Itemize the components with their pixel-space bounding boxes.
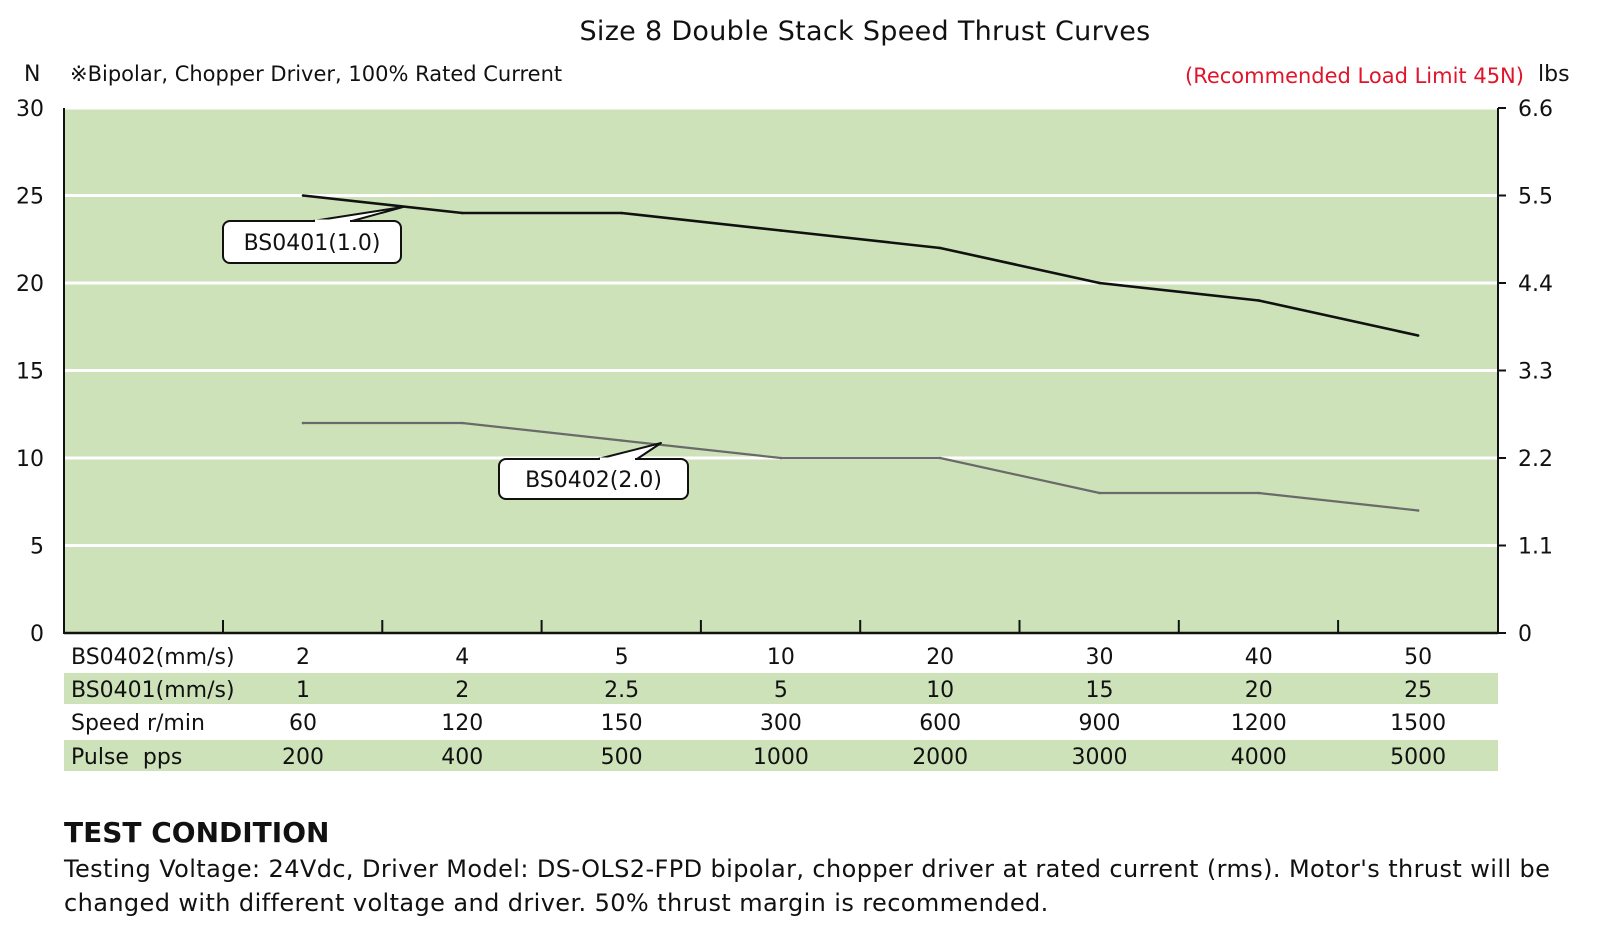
left-tick-label: 0: [30, 622, 44, 647]
load-limit-note: (Recommended Load Limit 45N): [1185, 64, 1524, 88]
callout-box: [498, 458, 689, 500]
table-cell: 10: [767, 645, 795, 670]
data-point: [620, 211, 623, 215]
table-cell: 1500: [1390, 711, 1446, 736]
left-tick-label: 30: [16, 97, 44, 122]
left-tick-label: 15: [16, 360, 44, 385]
table-cell: 10: [926, 678, 954, 703]
chart-title: Size 8 Double Stack Speed Thrust Curves: [579, 16, 1151, 47]
right-tick-label: 5.5: [1518, 185, 1553, 210]
series-label: BS0401(1.0): [244, 231, 381, 256]
data-point: [1416, 509, 1420, 512]
table-cell: 1200: [1231, 711, 1287, 736]
data-point: [461, 421, 464, 425]
table-cell: 5000: [1390, 745, 1446, 770]
test-condition-text: Testing Voltage: 24Vdc, Driver Model: DS…: [64, 855, 1551, 917]
table-cell: 1: [296, 678, 310, 703]
series-callouts: BS0401(1.0) BS0402(2.0): [222, 206, 689, 500]
series-lines: [301, 194, 1420, 512]
table-cell: 2: [296, 645, 310, 670]
table-cell: 20: [926, 645, 954, 670]
table-row-label: Speed r/min: [71, 711, 205, 736]
right-tick-label: 4.4: [1518, 272, 1553, 297]
right-tick-label: 0: [1518, 622, 1532, 647]
data-point: [1416, 334, 1420, 337]
table-cell: 60: [289, 711, 317, 736]
table-cell: 400: [441, 745, 483, 770]
data-point: [301, 421, 305, 425]
left-tick-label: 20: [16, 272, 44, 297]
table-cell: 2000: [912, 745, 968, 770]
left-tick-label: 25: [16, 185, 44, 210]
data-point: [620, 439, 623, 442]
table-cell: 150: [601, 711, 643, 736]
data-point: [1257, 491, 1261, 495]
table-cell: 5: [774, 678, 788, 703]
data-point: [938, 456, 942, 460]
data-point: [1257, 299, 1261, 302]
test-condition-heading: TEST CONDITION: [64, 816, 330, 849]
table-cell: 4000: [1231, 745, 1287, 770]
left-tick-label: 5: [30, 535, 44, 560]
table-cell: 500: [601, 745, 643, 770]
series-line: [303, 421, 1419, 512]
right-tick-label: 1.1: [1518, 535, 1553, 560]
series-label: BS0402(2.0): [525, 468, 662, 493]
axes: 0 5 10 15 20 25 30 0 1.1 2.2 3.3 4.4 5.5 6.6: [16, 97, 1553, 647]
data-point: [301, 194, 305, 197]
table-row-shade: [64, 740, 1498, 771]
right-tick-label: 3.3: [1518, 360, 1553, 385]
table-cell: 300: [760, 711, 802, 736]
table-row-label: BS0402(mm/s): [71, 645, 235, 670]
data-point: [1098, 491, 1101, 495]
table-cell: 1000: [753, 745, 809, 770]
test-note: ※Bipolar, Chopper Driver, 100% Rated Cur…: [70, 62, 563, 86]
table-cell: 3000: [1072, 745, 1128, 770]
right-tick-label: 6.6: [1518, 97, 1553, 122]
data-point: [779, 456, 783, 460]
left-tick-label: 10: [16, 447, 44, 472]
table-cell: 25: [1404, 678, 1432, 703]
table-cell: 600: [919, 711, 961, 736]
table-cell: 15: [1086, 678, 1114, 703]
table-cell: 120: [441, 711, 483, 736]
table-cell: 200: [282, 745, 324, 770]
right-axis-unit: lbs: [1538, 62, 1570, 87]
table-cell: 2: [455, 678, 469, 703]
right-tick-label: 2.2: [1518, 447, 1553, 472]
table-cell: 40: [1245, 645, 1273, 670]
series-line: [302, 194, 1419, 337]
table-row-label: Pulse pps: [71, 745, 182, 770]
table-cell: 20: [1245, 678, 1273, 703]
speed-table: BS0402(mm/s) 2 4 5 10 20 30 40 50 BS0401(mm/s) 1 2 2…: [64, 645, 1498, 771]
table-cell: 2.5: [604, 678, 639, 703]
table-cell: 30: [1086, 645, 1114, 670]
table-row-label: BS0401(mm/s): [71, 678, 235, 703]
data-point: [1098, 281, 1101, 285]
table-cell: 4: [455, 645, 469, 670]
data-point: [779, 229, 783, 232]
table-cell: 50: [1404, 645, 1432, 670]
table-cell: 5: [615, 645, 629, 670]
left-axis-unit: N: [24, 62, 41, 87]
table-cell: 900: [1079, 711, 1121, 736]
data-point: [938, 246, 942, 250]
data-point: [461, 211, 464, 215]
table-row-shade: [64, 673, 1498, 704]
